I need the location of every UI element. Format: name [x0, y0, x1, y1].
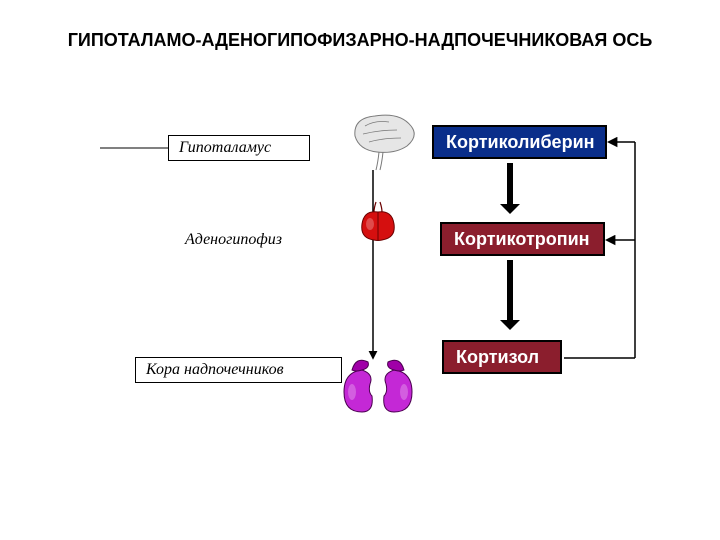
kidney-right-highlight	[400, 384, 408, 400]
diagram-stage: ГИПОТАЛАМО-АДЕНОГИПОФИЗАРНО-НАДПОЧЕЧНИКО…	[0, 0, 720, 540]
adrenal-icon	[340, 350, 420, 420]
pituitary-icon	[358, 200, 398, 250]
arrow-corticoliberin-to-corticotropin	[500, 163, 520, 214]
pituitary-stalk	[374, 202, 382, 212]
brain-stalk	[376, 152, 383, 170]
central-axis-arrow	[0, 0, 720, 540]
brain-icon	[345, 108, 425, 178]
adrenal-cap-right	[388, 360, 404, 371]
feedback-loop	[564, 142, 635, 358]
kidney-left-highlight	[348, 384, 356, 400]
adrenal-cap-left	[352, 360, 368, 371]
pituitary-highlight	[366, 218, 374, 230]
arrow-corticotropin-to-cortisol	[500, 260, 520, 330]
